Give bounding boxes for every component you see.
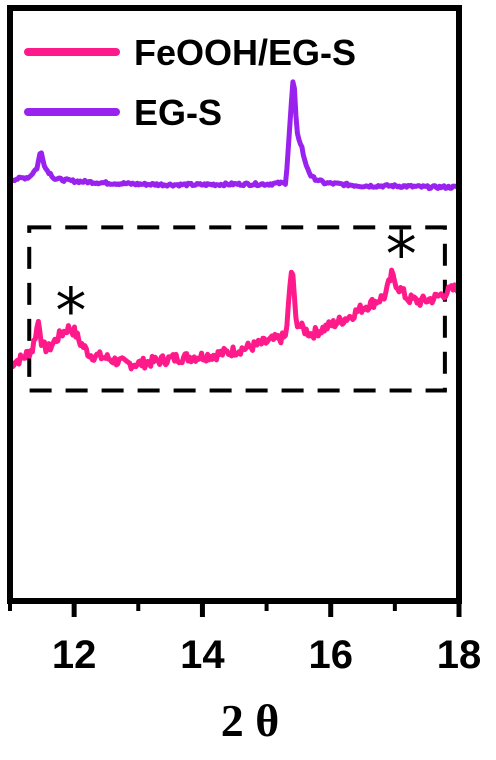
legend-label: EG-S [134,92,222,133]
legend: FeOOH/EG-S EG-S [24,32,356,133]
x-axis-label: 2 θ [221,695,280,746]
x-tick-label: 14 [180,633,225,677]
legend-label: FeOOH/EG-S [134,32,356,73]
x-tick-label: 18 [437,633,482,677]
series-line-feooh-eg-s [7,267,462,372]
plot-frame [7,5,462,604]
peak-marker-1: * [55,275,86,348]
x-tick-label: 12 [52,633,97,677]
plot-area: ** [7,79,462,393]
highlight-box [27,225,447,393]
series-line-eg-s [7,79,462,192]
x-axis-ticks: 12 14 16 18 [8,601,482,677]
peak-marker-2: * [386,218,417,291]
x-tick-label: 16 [308,633,353,677]
